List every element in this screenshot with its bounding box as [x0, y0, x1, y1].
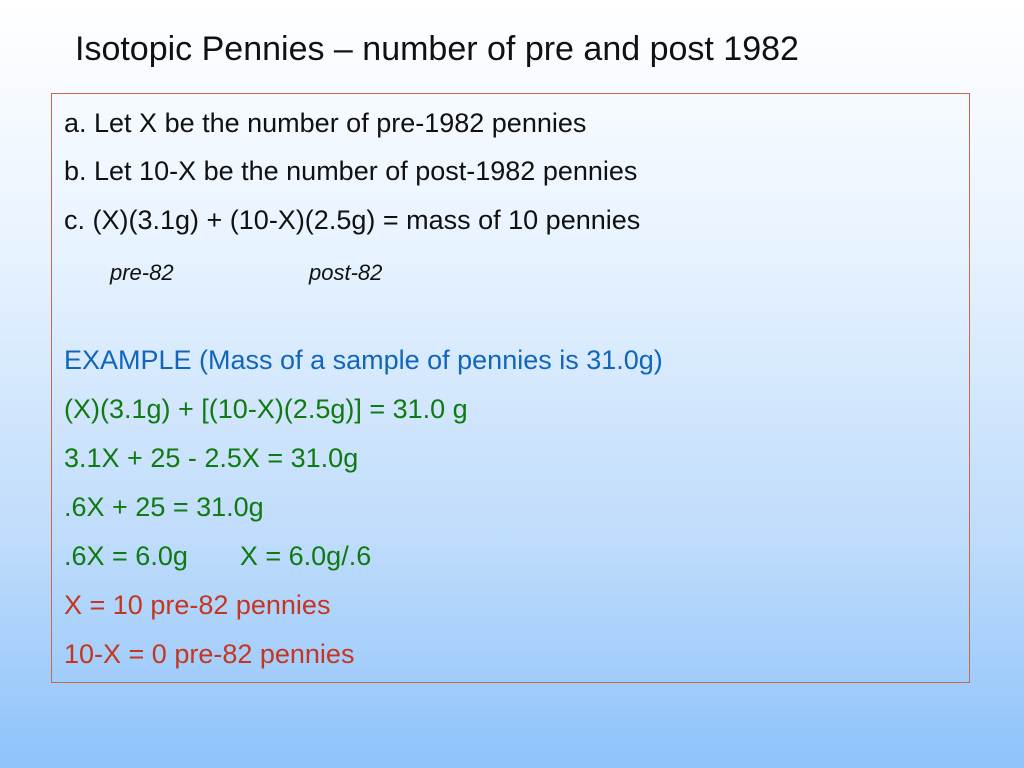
slide-title: Isotopic Pennies – number of pre and pos… [75, 30, 799, 68]
step-4: .6X = 6.0g X = 6.0g/.6 [64, 543, 371, 570]
step-4a: .6X = 6.0g [64, 541, 188, 571]
example-heading: EXAMPLE (Mass of a sample of pennies is … [64, 345, 663, 375]
label-pre-82: pre-82 [110, 260, 174, 285]
equation-c: c. (X)(3.1g) + (10-X)(2.5g) = mass of 10… [64, 205, 641, 235]
step-3: .6X + 25 = 31.0g [64, 492, 264, 522]
step-1: (X)(3.1g) + [(10-X)(2.5g)] = 31.0 g [64, 394, 468, 424]
label-post-82: post-82 [309, 260, 383, 285]
result-2: 10-X = 0 pre-82 pennies [64, 639, 355, 669]
content-box: a. Let X be the number of pre-1982 penni… [51, 93, 970, 683]
step-2: 3.1X + 25 - 2.5X = 31.0g [64, 443, 359, 473]
definition-a: a. Let X be the number of pre-1982 penni… [64, 108, 587, 138]
step-4b: X = 6.0g/.6 [239, 541, 372, 571]
definition-b: b. Let 10-X be the number of post-1982 p… [64, 156, 638, 186]
result-1: X = 10 pre-82 pennies [64, 590, 331, 620]
